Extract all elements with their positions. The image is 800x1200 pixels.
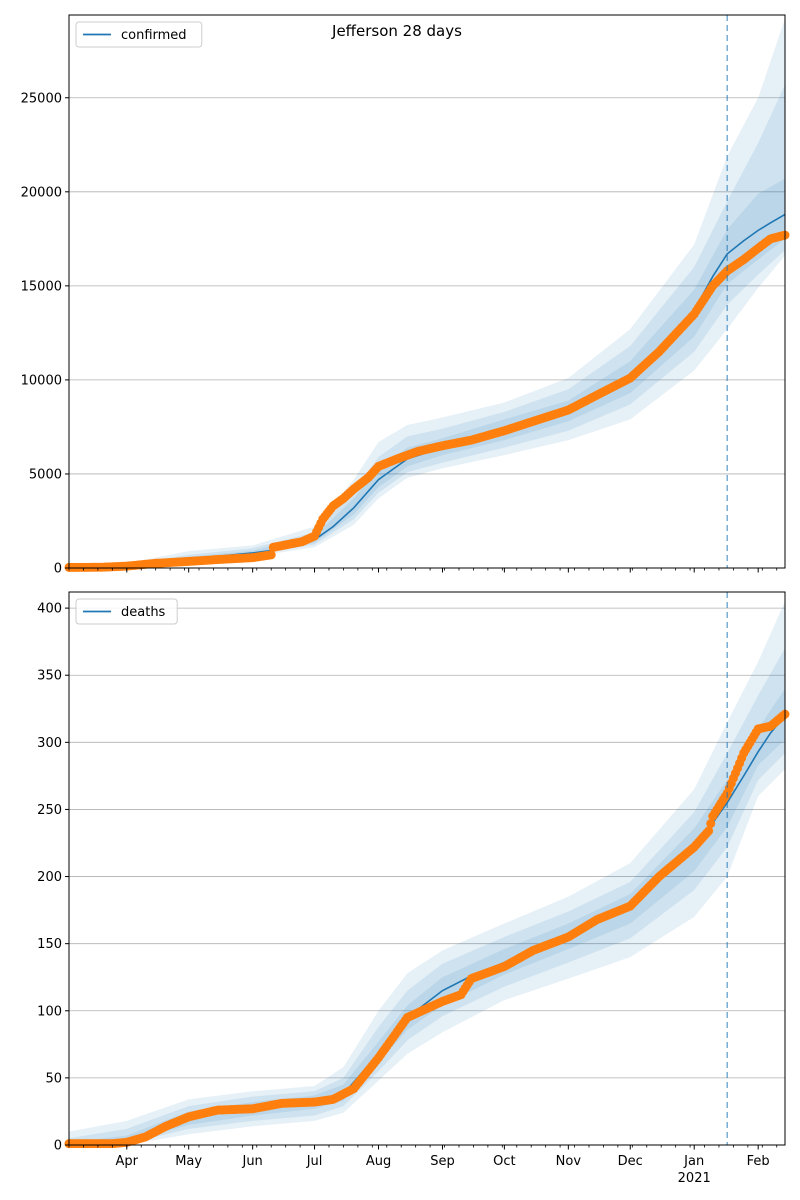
y-tick-label: 350 — [37, 669, 62, 684]
chart-title: Jefferson 28 days — [331, 22, 462, 40]
y-tick-label: 15000 — [21, 279, 62, 294]
uncertainty-band — [69, 18, 785, 569]
y-tick-label: 300 — [37, 736, 62, 751]
axes-frame — [68, 14, 786, 569]
x-tick-label: Jul — [306, 1154, 323, 1169]
legend-label: deaths — [121, 605, 166, 620]
confirmed-panel: 0 5000 10000 15000 20000 25000 confirmed — [21, 14, 790, 577]
y-tick-label: 150 — [37, 937, 62, 952]
y-tick-label: 200 — [37, 870, 62, 885]
x-tick-label: Jan — [683, 1154, 704, 1169]
legend-box — [75, 598, 178, 625]
observed-point — [704, 826, 714, 836]
x-tick-label: Jun — [241, 1154, 262, 1169]
y-tick-label: 400 — [37, 602, 62, 617]
legend-box — [75, 21, 203, 48]
x-tick-label: Apr — [116, 1154, 139, 1169]
x-tick-label: Feb — [747, 1154, 770, 1169]
x-tick-sublabel: 2021 — [678, 1171, 711, 1186]
x-tick-label: Oct — [493, 1154, 515, 1169]
fit-line — [68, 714, 786, 1146]
axes-frame — [68, 591, 786, 1146]
observed-point — [266, 550, 276, 560]
x-tick-label: Sep — [430, 1154, 455, 1169]
observed-point — [706, 819, 716, 829]
deaths-panel: 0 50 100 150 200 250 300 350 400 Apr May Jun Jul Aug S… — [37, 591, 790, 1186]
legend-label: confirmed — [121, 28, 187, 43]
uncertainty-band — [69, 601, 785, 1145]
y-tick-label: 25000 — [21, 91, 62, 106]
y-tick-label: 50 — [45, 1071, 62, 1086]
y-tick-label: 100 — [37, 1004, 62, 1019]
x-tick-label: May — [175, 1154, 202, 1169]
y-tick-label: 20000 — [21, 185, 62, 200]
y-tick-label: 5000 — [29, 467, 62, 482]
uncertainty-band — [69, 648, 785, 1145]
y-tick-label: 0 — [54, 1139, 62, 1154]
x-tick-label: Nov — [556, 1154, 582, 1169]
x-tick-label: Aug — [366, 1154, 391, 1169]
y-tick-label: 0 — [54, 562, 62, 577]
y-tick-label: 250 — [37, 803, 62, 818]
y-tick-label: 10000 — [21, 373, 62, 388]
x-tick-label: Dec — [618, 1154, 643, 1169]
